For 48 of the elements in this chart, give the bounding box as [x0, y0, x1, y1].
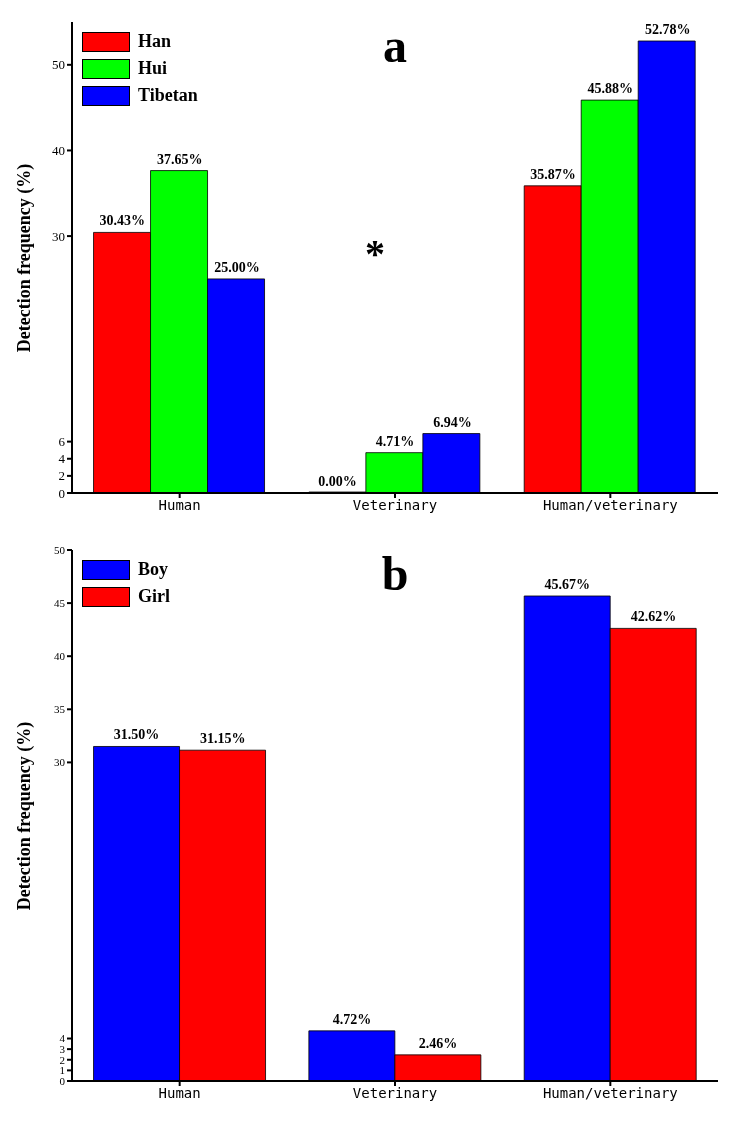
- x-tick-label: Veterinary: [352, 1084, 438, 1101]
- y-tick-label: 30: [52, 228, 65, 244]
- y-tick-label: 1: [59, 1064, 65, 1077]
- legend-label: Han: [138, 31, 172, 52]
- data-label: 6.94%: [433, 414, 472, 430]
- x-tick-label: Human: [158, 496, 201, 513]
- y-tick-label: 35: [54, 703, 66, 716]
- legend-label: Girl: [138, 586, 170, 607]
- y-tick-label: 50: [52, 57, 65, 73]
- data-label: 0.00%: [318, 474, 357, 489]
- data-label: 25.00%: [214, 259, 260, 275]
- data-label: 52.78%: [645, 22, 691, 38]
- y-tick-label: 40: [54, 650, 66, 663]
- y-axis-title: Detection frequency (%): [13, 721, 35, 910]
- data-label: 2.46%: [418, 1035, 458, 1051]
- data-label: 37.65%: [156, 151, 203, 167]
- annotation: *: [364, 230, 386, 276]
- data-label: 4.71%: [375, 433, 415, 449]
- data-label: 42.62%: [630, 609, 677, 625]
- x-tick-label: Human/veterinary: [542, 1084, 678, 1101]
- x-tick-label: Human: [158, 1084, 201, 1101]
- y-tick-label: 50: [54, 543, 66, 556]
- legend-label: Boy: [138, 559, 169, 580]
- y-tick-label: 6: [58, 434, 66, 450]
- y-tick-label: 3: [59, 1043, 66, 1056]
- data-label: 35.87%: [530, 166, 576, 182]
- y-tick-label: 0: [58, 485, 65, 501]
- data-label: 31.50%: [113, 727, 160, 743]
- data-label: 31.15%: [199, 731, 246, 747]
- y-tick-label: 2: [58, 468, 65, 484]
- y-tick-label: 4: [58, 451, 66, 467]
- y-tick-label: 2: [59, 1053, 65, 1066]
- y-tick-label: 4: [59, 1032, 66, 1045]
- y-tick-label: 45: [54, 597, 66, 610]
- x-tick-label: Human/veterinary: [542, 496, 678, 513]
- y-tick-label: 40: [52, 143, 65, 159]
- x-tick-label: Veterinary: [352, 496, 438, 513]
- y-tick-label: 30: [54, 756, 66, 769]
- data-label: 4.72%: [332, 1011, 372, 1027]
- data-label: 45.88%: [587, 81, 634, 97]
- data-label: 45.67%: [544, 576, 591, 592]
- legend-label: Tibetan: [138, 85, 198, 106]
- data-label: 30.43%: [99, 213, 145, 229]
- chart-title: a: [382, 18, 408, 73]
- legend-label: Hui: [138, 58, 168, 79]
- y-tick-label: 0: [59, 1074, 66, 1087]
- y-axis-title: Detection frequency (%): [13, 163, 35, 352]
- chart-title: b: [380, 546, 410, 601]
